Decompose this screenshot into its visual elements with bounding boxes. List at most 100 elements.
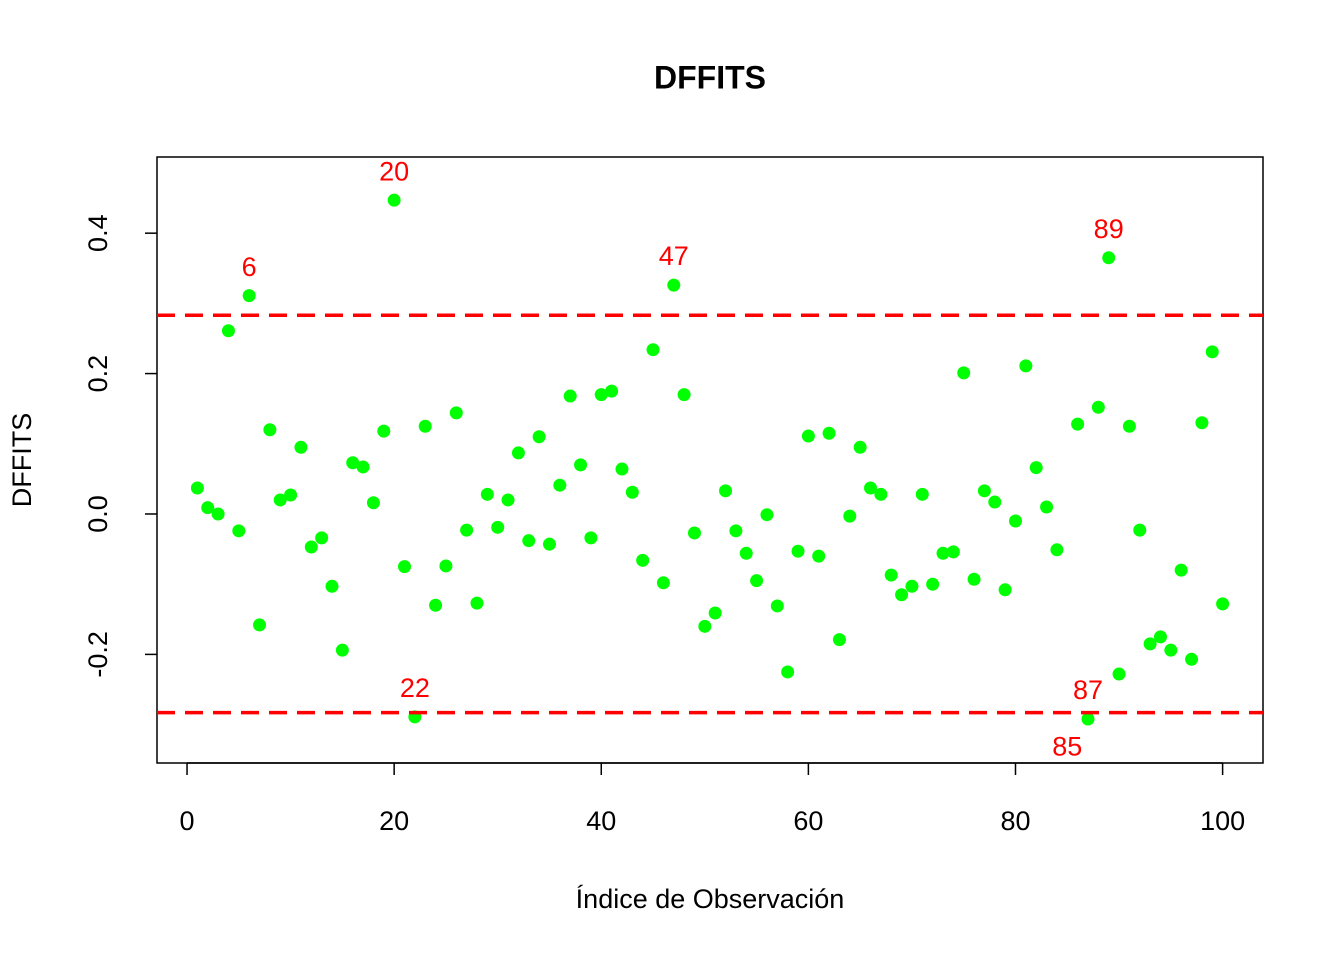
point	[936, 546, 950, 560]
point	[667, 278, 681, 292]
y-tick-label: 0.4	[83, 214, 113, 252]
point	[232, 524, 246, 538]
point	[563, 389, 577, 403]
y-axis-label: DFFITS	[7, 413, 37, 508]
point	[977, 484, 991, 498]
point	[1205, 345, 1219, 359]
point	[263, 423, 277, 437]
point	[915, 487, 929, 501]
point	[864, 481, 878, 495]
point	[1164, 643, 1178, 657]
point	[584, 531, 598, 545]
x-tick-label: 60	[793, 806, 823, 836]
point	[460, 523, 474, 537]
point	[284, 488, 298, 502]
point	[1091, 400, 1105, 414]
outlier-label: 47	[659, 241, 689, 271]
point	[812, 549, 826, 563]
point	[801, 429, 815, 443]
point	[760, 508, 774, 522]
point	[874, 487, 888, 501]
point	[729, 524, 743, 538]
y-tick-label: 0.0	[83, 495, 113, 533]
point	[511, 446, 525, 460]
point	[957, 366, 971, 380]
point	[708, 606, 722, 620]
point	[946, 545, 960, 559]
point	[387, 193, 401, 207]
x-tick-label: 40	[586, 806, 616, 836]
point	[335, 643, 349, 657]
point	[926, 577, 940, 591]
point	[346, 456, 360, 470]
point	[449, 406, 463, 420]
point	[677, 388, 691, 402]
point	[1174, 563, 1188, 577]
point	[791, 544, 805, 558]
point	[656, 576, 670, 590]
outlier-label: 89	[1094, 214, 1124, 244]
point	[1143, 637, 1157, 651]
point	[1040, 500, 1054, 514]
outlier-label: 87	[1073, 675, 1103, 705]
point	[1112, 667, 1126, 681]
point	[719, 484, 733, 498]
chart-title: DFFITS	[654, 59, 766, 95]
point	[325, 579, 339, 593]
point	[439, 559, 453, 573]
point	[304, 540, 318, 554]
point	[294, 440, 308, 454]
point	[470, 596, 484, 610]
point	[687, 526, 701, 540]
point	[625, 485, 639, 499]
plot-area	[190, 193, 1230, 782]
point	[190, 481, 204, 495]
point	[366, 496, 380, 510]
outlier-label: 85	[1052, 731, 1082, 761]
point	[242, 289, 256, 303]
outlier-label: 20	[379, 156, 409, 186]
point	[1081, 712, 1095, 726]
point	[418, 419, 432, 433]
y-tick-label: 0.2	[83, 355, 113, 393]
point	[253, 618, 267, 632]
point	[1133, 523, 1147, 537]
point	[1019, 359, 1033, 373]
point	[615, 462, 629, 476]
point	[1153, 630, 1167, 644]
point	[201, 501, 215, 515]
point	[781, 665, 795, 679]
x-tick-label: 100	[1200, 806, 1245, 836]
point	[822, 426, 836, 440]
point	[884, 568, 898, 582]
point	[501, 493, 515, 507]
point	[853, 440, 867, 454]
point	[1071, 417, 1085, 431]
point	[211, 507, 225, 521]
point	[315, 531, 329, 545]
point	[1195, 416, 1209, 430]
point	[356, 460, 370, 474]
point	[905, 579, 919, 593]
point	[532, 430, 546, 444]
point	[429, 598, 443, 612]
point	[522, 534, 536, 548]
point	[542, 537, 556, 551]
point	[967, 572, 981, 586]
point	[491, 520, 505, 534]
point	[750, 574, 764, 588]
point	[843, 509, 857, 523]
x-axis-label: Índice de Observación	[576, 884, 845, 914]
point	[594, 388, 608, 402]
point	[698, 619, 712, 633]
outlier-label: 22	[400, 673, 430, 703]
point	[605, 384, 619, 398]
point	[1061, 769, 1074, 782]
point	[739, 546, 753, 560]
point	[1050, 543, 1064, 557]
point	[1029, 461, 1043, 475]
point	[553, 478, 567, 492]
point	[273, 493, 287, 507]
x-tick-label: 0	[180, 806, 195, 836]
